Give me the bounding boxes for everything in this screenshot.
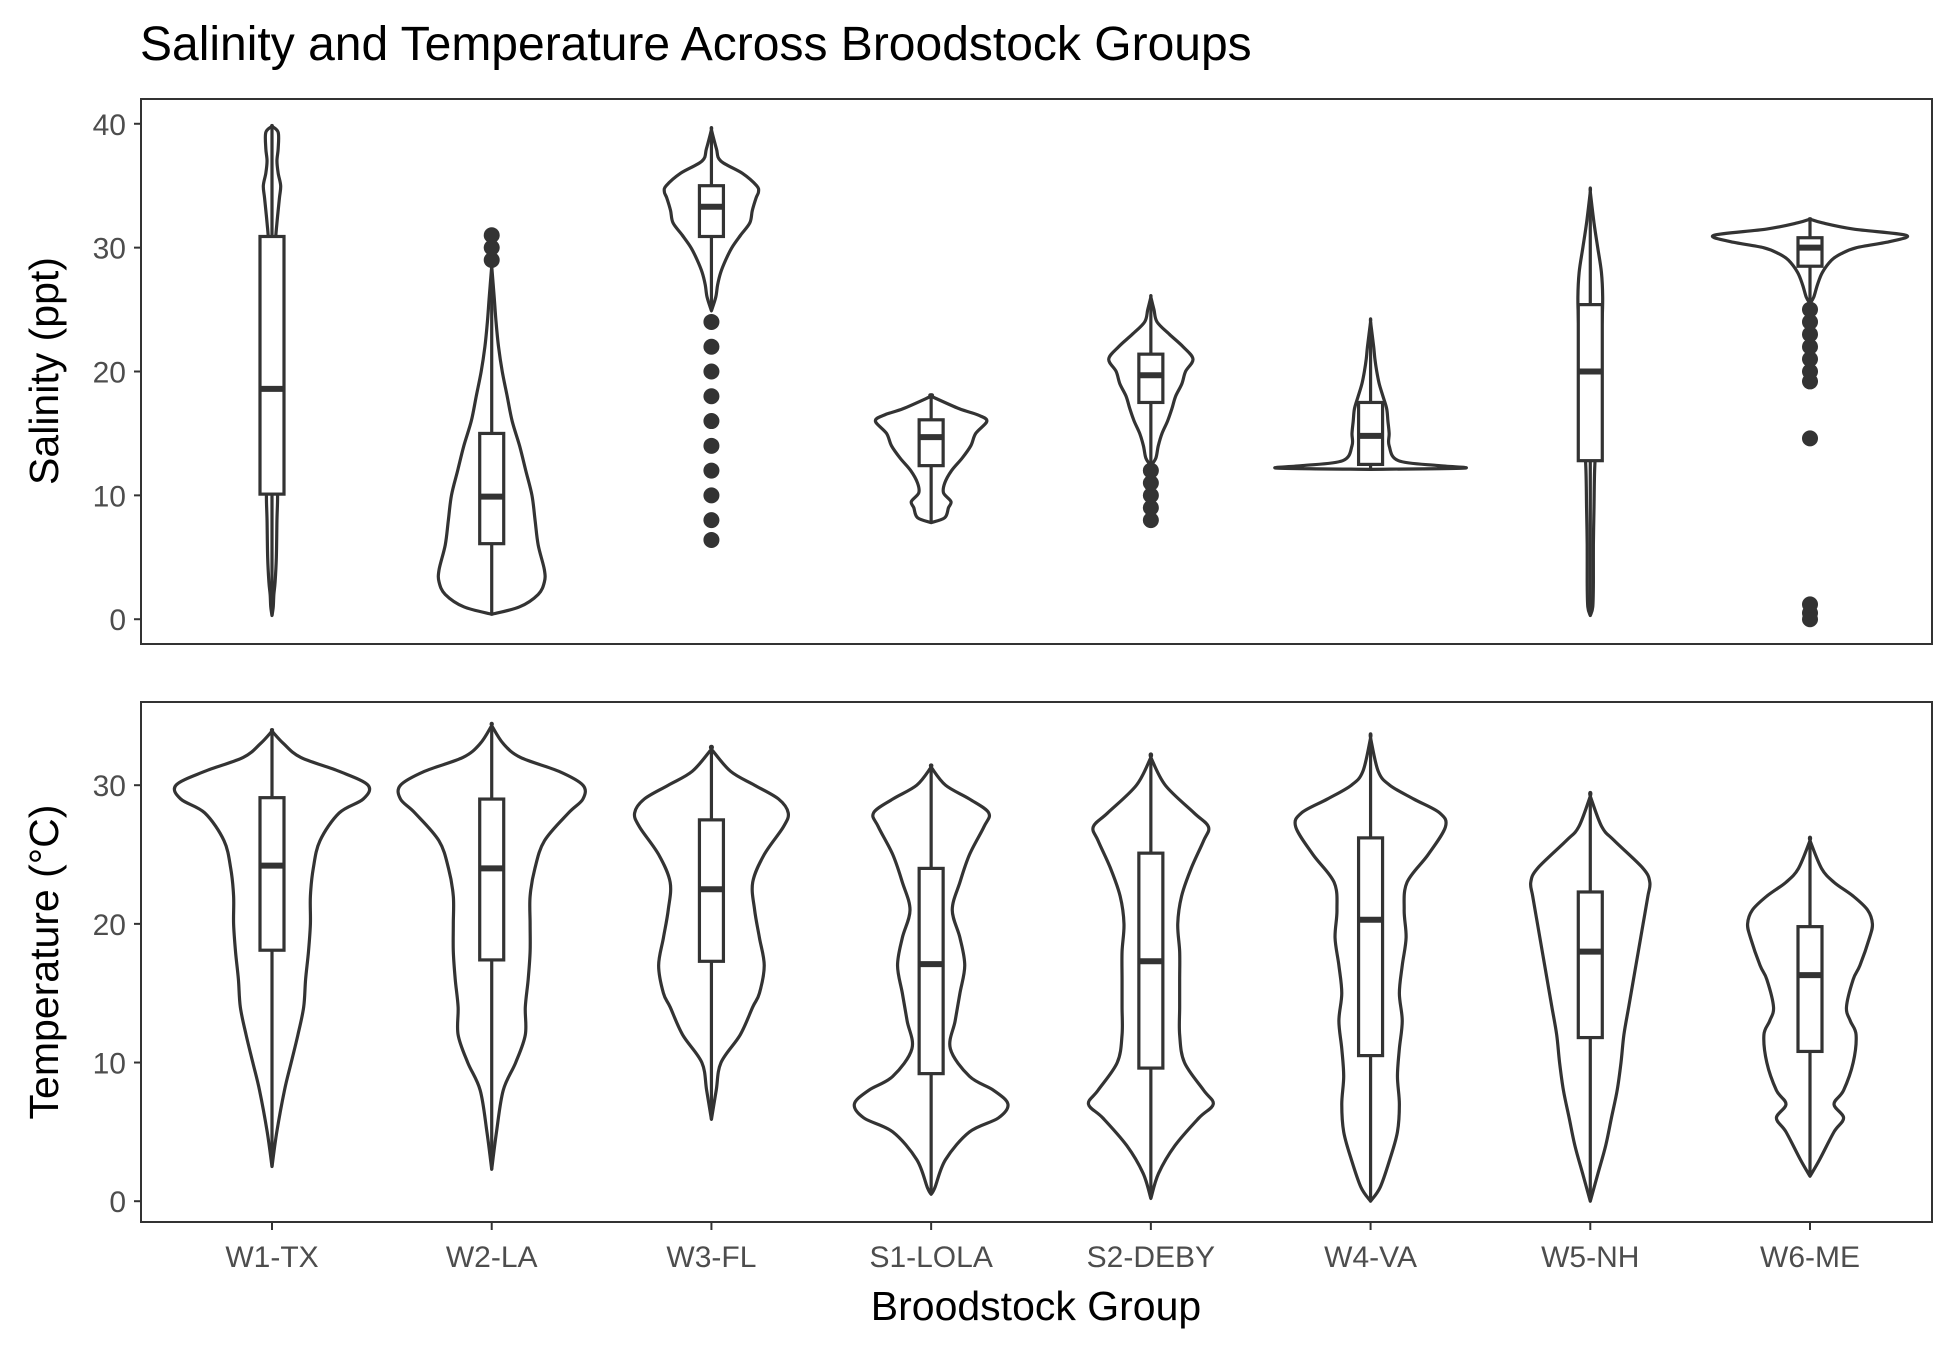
salinity-outlier-point xyxy=(483,239,500,256)
x-tick-label-w5-nh: W5-NH xyxy=(1541,1241,1639,1274)
salinity-box-w3-fl xyxy=(697,184,726,239)
salinity-box-w1-tx xyxy=(258,234,286,496)
salinity-outlier-point xyxy=(703,413,720,430)
x-tick-label-w1-tx: W1-TX xyxy=(225,1241,318,1274)
salinity-outlier-point xyxy=(703,531,720,548)
salinity-outlier-point xyxy=(703,512,720,529)
temperature-box-w2-la xyxy=(478,797,506,962)
salinity-outlier-point xyxy=(1802,301,1818,318)
salinity-panel: 0 10 20 30 40 Salinity (ppt) xyxy=(21,98,1933,645)
salinity-outlier-point xyxy=(703,363,720,380)
salinity-group-s2-deby xyxy=(1107,294,1195,529)
salinity-outlier-point xyxy=(1802,351,1818,368)
salinity-y-tick-label: 10 xyxy=(93,480,126,513)
temperature-box-s1-lola xyxy=(917,866,945,1076)
salinity-panel-frame xyxy=(140,98,1933,645)
salinity-violins xyxy=(258,123,1910,628)
salinity-outlier-point xyxy=(703,487,720,504)
x-tick-label-w3-fl: W3-FL xyxy=(666,1241,756,1274)
salinity-group-s1-lola xyxy=(873,393,989,525)
salinity-outlier-point xyxy=(1802,313,1818,330)
temperature-group-w3-fl xyxy=(632,744,791,1121)
salinity-group-w5-nh xyxy=(1576,186,1605,618)
temperature-box-w4-va xyxy=(1356,836,1385,1058)
temperature-y-tick-label: 10 xyxy=(93,1048,126,1081)
salinity-group-w3-fl xyxy=(662,126,761,548)
salinity-outlier-point xyxy=(1142,474,1159,491)
salinity-box-s1-lola xyxy=(917,418,945,468)
temperature-group-w5-nh xyxy=(1528,790,1652,1203)
temperature-group-w4-va xyxy=(1293,732,1448,1203)
x-tick-label-s1-lola: S1-LOLA xyxy=(869,1241,992,1274)
salinity-outlier-point xyxy=(1802,326,1818,343)
temperature-group-s1-lola xyxy=(852,763,1010,1196)
temperature-y-tick-label: 30 xyxy=(93,770,126,803)
salinity-outlier-point xyxy=(1142,499,1159,516)
salinity-outlier-point xyxy=(703,462,720,479)
x-tick-label-w4-va: W4-VA xyxy=(1324,1241,1417,1274)
salinity-y-axis-label: Salinity (ppt) xyxy=(21,257,67,485)
salinity-outlier-point xyxy=(1142,487,1159,504)
salinity-outlier-point xyxy=(703,388,720,405)
salinity-group-w6-me xyxy=(1710,217,1910,628)
x-tick-label-w6-me: W6-ME xyxy=(1760,1241,1860,1274)
salinity-outlier-point xyxy=(703,313,720,330)
temperature-box-w6-me xyxy=(1796,925,1824,1054)
salinity-y-tick-label: 30 xyxy=(93,233,126,266)
salinity-y-tick-label: 20 xyxy=(93,357,126,390)
chart-title: Salinity and Temperature Across Broodsto… xyxy=(140,18,1252,71)
temperature-group-w6-me xyxy=(1745,835,1875,1178)
temperature-y-tick-label: 20 xyxy=(93,909,126,942)
temperature-y-axis-label: Temperature (°C) xyxy=(21,805,67,1120)
temperature-panel-frame xyxy=(140,701,1933,1223)
salinity-outlier-point xyxy=(1802,338,1818,355)
salinity-group-w1-tx xyxy=(258,123,286,618)
temperature-group-w1-tx xyxy=(172,728,372,1169)
salinity-outlier-point xyxy=(483,252,500,269)
salinity-y-axis: 0 10 20 30 40 xyxy=(93,109,141,637)
temperature-y-tick-label: 0 xyxy=(109,1186,126,1219)
x-axis: W1-TX W2-LA W3-FL S1-LOLA S2-DEBY W4-VA W5-NH W… xyxy=(225,1222,1860,1274)
salinity-outlier-point xyxy=(1802,596,1818,613)
salinity-outlier-point xyxy=(1142,462,1159,479)
x-tick-label-s2-deby: S2-DEBY xyxy=(1087,1241,1215,1274)
temperature-violins xyxy=(172,721,1875,1203)
salinity-box-s2-deby xyxy=(1137,352,1165,405)
salinity-outlier-point xyxy=(1802,430,1818,447)
temperature-group-s2-deby xyxy=(1086,752,1215,1201)
temperature-panel: 0 10 20 30 Temperature (°C) xyxy=(21,701,1933,1223)
salinity-outlier-point xyxy=(703,437,720,454)
salinity-group-w2-la xyxy=(436,227,547,616)
salinity-box-w5-nh xyxy=(1576,303,1604,463)
temperature-y-axis: 0 10 20 30 xyxy=(93,770,141,1219)
salinity-outlier-point xyxy=(483,227,500,244)
salinity-box-w2-la xyxy=(478,431,506,546)
x-axis-label: Broodstock Group xyxy=(871,1283,1201,1329)
salinity-group-w4-va xyxy=(1273,317,1468,471)
salinity-outlier-point xyxy=(703,338,720,355)
x-tick-label-w2-la: W2-LA xyxy=(446,1241,538,1274)
temperature-group-w2-la xyxy=(396,721,587,1171)
salinity-outlier-point xyxy=(1802,363,1818,380)
temperature-box-w1-tx xyxy=(258,796,286,952)
salinity-y-tick-label: 40 xyxy=(93,109,126,142)
temperature-box-w5-nh xyxy=(1576,890,1604,1040)
salinity-box-w6-me xyxy=(1796,236,1824,268)
salinity-outlier-point xyxy=(1142,512,1159,529)
salinity-y-tick-label: 0 xyxy=(109,604,126,637)
